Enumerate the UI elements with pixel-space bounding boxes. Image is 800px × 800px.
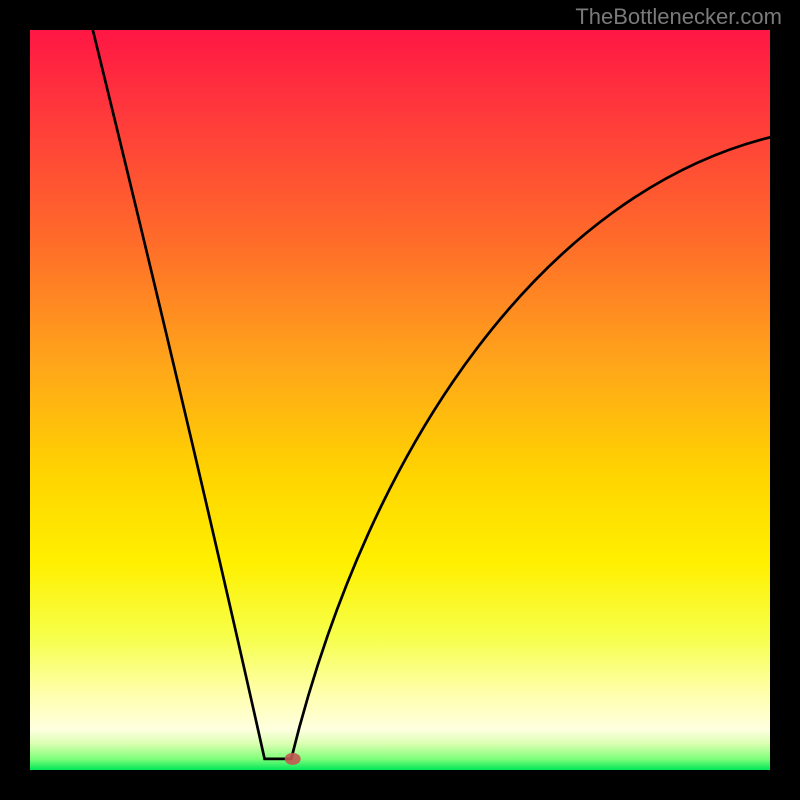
- valley-marker: [285, 753, 301, 765]
- gradient-background: [30, 30, 770, 770]
- watermark-text: TheBottlenecker.com: [575, 4, 782, 30]
- bottleneck-chart-svg: [0, 0, 800, 800]
- chart-frame: TheBottlenecker.com: [0, 0, 800, 800]
